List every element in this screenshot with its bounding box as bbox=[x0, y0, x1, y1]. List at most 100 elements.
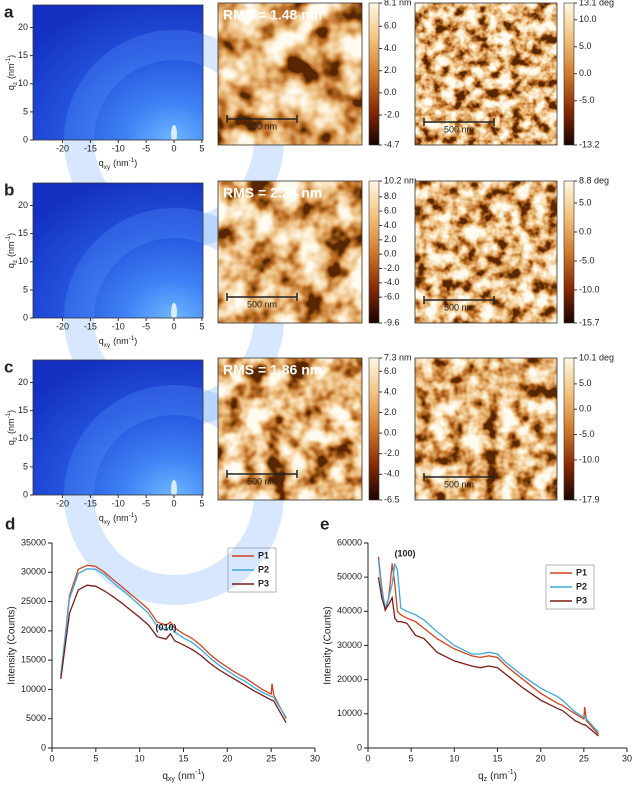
beam-stop-glow bbox=[171, 125, 178, 143]
label-symbol: q bbox=[6, 263, 16, 268]
scale-bar-label: 500 nm bbox=[247, 121, 277, 131]
legend-box bbox=[545, 564, 595, 610]
rms-label: RMS = 2.24 nm bbox=[223, 185, 322, 201]
image-frame bbox=[217, 180, 363, 324]
x-tick-label: 5 bbox=[199, 321, 204, 331]
x-tick-label: -10 bbox=[112, 143, 125, 153]
label-unit: (nm bbox=[113, 158, 129, 168]
image-frame bbox=[217, 357, 363, 501]
label-superscript: -1 bbox=[5, 235, 12, 241]
y-tick-label: 40000 bbox=[337, 606, 362, 616]
label-symbol: q bbox=[478, 771, 484, 782]
panel-letter: b bbox=[4, 180, 14, 199]
x-tick-label: 20 bbox=[536, 753, 546, 763]
label-close: ) bbox=[6, 55, 16, 58]
label-subscript: xy bbox=[104, 519, 111, 526]
x-tick-label: -10 bbox=[112, 498, 125, 508]
label-unit: (nm bbox=[6, 241, 16, 257]
y-tick-label: 0 bbox=[23, 489, 28, 499]
label-symbol: q bbox=[99, 513, 104, 523]
axis-label: qxy (nm-1) bbox=[99, 157, 137, 171]
colorbar-tick-label: -2.0 bbox=[384, 263, 400, 273]
colorbar-tick-label: 0.0 bbox=[384, 427, 397, 437]
y-tick-label: 5 bbox=[23, 284, 28, 294]
colorbar-tick-label: 0.0 bbox=[579, 404, 592, 414]
axis-label: qxy (nm-1) bbox=[162, 769, 204, 783]
x-tick-label: 0 bbox=[365, 753, 370, 763]
y-tick-label: 20000 bbox=[21, 625, 46, 635]
y-tick-label: 10 bbox=[18, 433, 28, 443]
colorbar-tick-label: 6.0 bbox=[384, 21, 397, 31]
giwaxs-image bbox=[33, 360, 203, 495]
label-superscript: -1 bbox=[507, 769, 513, 776]
colorbar-tick-label: 5.0 bbox=[579, 197, 592, 207]
legend-label: P2 bbox=[258, 564, 269, 574]
x-tick-label: 0 bbox=[172, 321, 177, 331]
y-tick-label: 0 bbox=[357, 742, 362, 752]
colorbar-tick-label: -5.0 bbox=[579, 95, 595, 105]
x-tick-label: -20 bbox=[56, 498, 69, 508]
giwaxs-image bbox=[33, 183, 203, 318]
axis-label: qz(nm-1) bbox=[478, 769, 517, 783]
x-tick-label: 15 bbox=[492, 753, 502, 763]
axis-label: qz(nm-1) bbox=[5, 410, 19, 445]
scale-bar-label: 500 nm bbox=[444, 479, 474, 489]
legend-label: P1 bbox=[576, 567, 587, 577]
scale-bar-label: 500 nm bbox=[247, 476, 277, 486]
colorbar-tick-label: 4.0 bbox=[384, 43, 397, 53]
axis-label: qz(nm-1) bbox=[5, 55, 19, 90]
colorbar-tick-label: -5.0 bbox=[579, 255, 595, 265]
colorbar-tick-label: -2.0 bbox=[384, 109, 400, 119]
label-close: ) bbox=[134, 336, 137, 346]
legend-label: P1 bbox=[258, 550, 269, 560]
colorbar-tick-label: 8.1 nm bbox=[384, 0, 412, 7]
height-image bbox=[218, 3, 362, 145]
x-tick-label: -15 bbox=[84, 321, 97, 331]
colorbar-tick-label: 6.0 bbox=[384, 205, 397, 215]
colorbar-tick-label: 13.1 deg bbox=[579, 0, 614, 7]
label-subscript: xy bbox=[104, 164, 111, 171]
label-unit: (nm bbox=[113, 336, 129, 346]
x-tick-label: 0 bbox=[172, 498, 177, 508]
x-tick-label: 0 bbox=[172, 143, 177, 153]
colorbar bbox=[368, 180, 380, 324]
y-tick-label: 60000 bbox=[337, 537, 362, 547]
x-tick-label: 20 bbox=[222, 753, 232, 763]
colorbar-tick-label: 6.0 bbox=[384, 366, 397, 376]
line-series bbox=[60, 568, 287, 718]
y-tick-label: 15 bbox=[18, 405, 28, 415]
x-tick-label: -20 bbox=[56, 143, 69, 153]
colorbar-tick-label: 10.0 bbox=[579, 14, 597, 24]
label-superscript: -1 bbox=[5, 57, 12, 63]
image-frame bbox=[414, 357, 558, 501]
colorbar bbox=[368, 2, 380, 146]
x-tick-label: -5 bbox=[142, 321, 150, 331]
y-tick-label: 5 bbox=[23, 461, 28, 471]
x-tick-label: 5 bbox=[199, 498, 204, 508]
line-series bbox=[60, 584, 287, 724]
beam-stop-glow bbox=[171, 303, 178, 321]
axis-label: qxy (nm-1) bbox=[99, 335, 137, 349]
label-subscript: xy bbox=[104, 342, 111, 349]
y-tick-label: 20 bbox=[18, 22, 28, 32]
label-symbol: q bbox=[6, 85, 16, 90]
y-tick-label: 10 bbox=[18, 256, 28, 266]
panel-letter: e bbox=[320, 514, 329, 533]
y-tick-label: 0 bbox=[23, 134, 28, 144]
colorbar-tick-label: 2.0 bbox=[384, 234, 397, 244]
y-tick-label: 5 bbox=[23, 106, 28, 116]
y-tick-label: 30000 bbox=[21, 567, 46, 577]
label-unit: (nm bbox=[490, 771, 507, 782]
y-tick-label: 25000 bbox=[21, 596, 46, 606]
image-frame bbox=[414, 180, 558, 324]
label-unit: (nm bbox=[113, 513, 129, 523]
colorbar-tick-label: 4.0 bbox=[384, 220, 397, 230]
image-frame bbox=[414, 2, 558, 146]
label-superscript: -1 bbox=[129, 157, 135, 164]
y-tick-label: 5000 bbox=[26, 713, 46, 723]
label-unit: (nm bbox=[6, 418, 16, 434]
image-frame bbox=[217, 2, 363, 146]
x-tick-label: 10 bbox=[449, 753, 459, 763]
